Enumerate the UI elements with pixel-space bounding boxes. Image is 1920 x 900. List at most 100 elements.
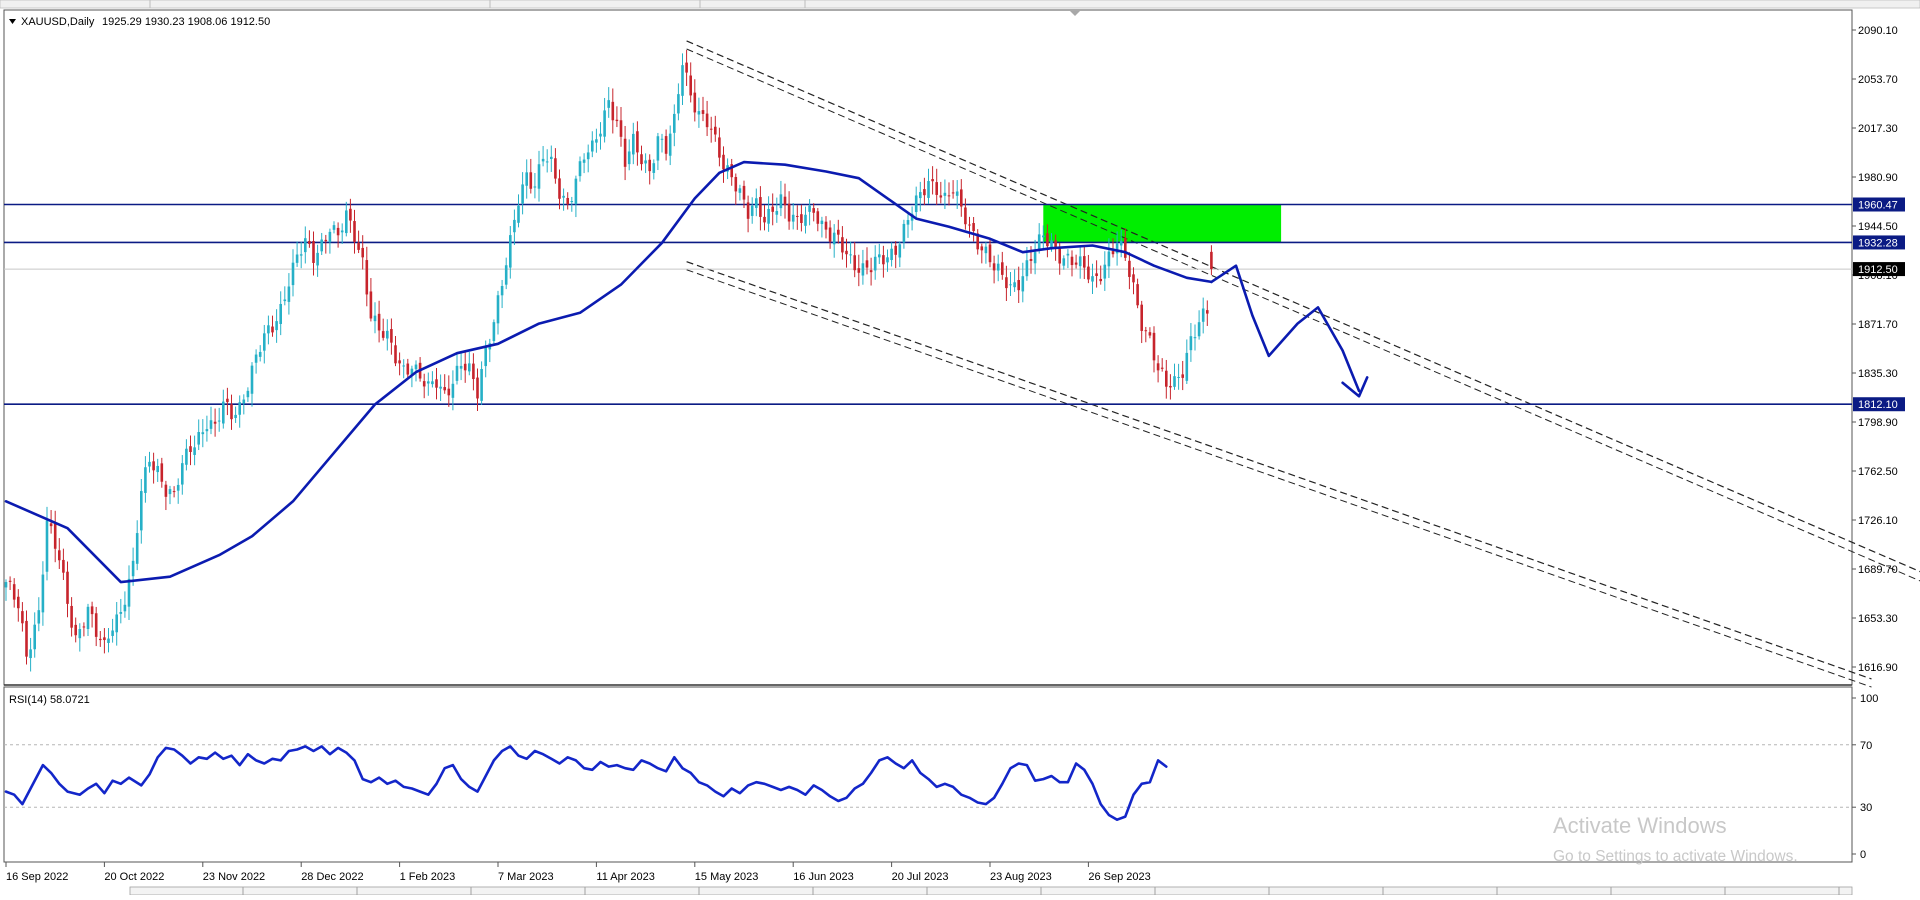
level-price-label: 1812.10 [1858, 399, 1898, 411]
candle [103, 628, 106, 654]
candle [738, 184, 742, 201]
candle [763, 204, 766, 231]
candle [1111, 238, 1115, 258]
candle-body [480, 368, 483, 401]
candle [742, 180, 746, 208]
candle-body [1160, 367, 1164, 369]
candle [1193, 324, 1197, 351]
candle-body [131, 560, 135, 577]
candle [1005, 265, 1008, 302]
candle-body [509, 235, 512, 268]
candle [791, 203, 795, 230]
candle-body [254, 354, 258, 363]
chart-shift-icon[interactable] [1070, 11, 1080, 16]
candle-body [193, 447, 196, 455]
candle [1177, 363, 1180, 390]
candle [353, 209, 356, 254]
candle-body [242, 399, 246, 404]
candle [58, 538, 61, 569]
zone-layer [1043, 204, 1282, 243]
candle [17, 589, 20, 622]
candle [656, 132, 660, 171]
candle [1037, 223, 1041, 254]
candle [336, 222, 340, 248]
chart-dropdown-icon[interactable] [9, 19, 16, 24]
candle-body [656, 136, 660, 161]
candle-body [980, 246, 984, 251]
candle-body [632, 133, 635, 155]
price-tick-label: 1616.90 [1858, 662, 1898, 674]
candle [209, 406, 213, 435]
candle [1070, 250, 1074, 277]
candle [1140, 300, 1143, 344]
candle-body [578, 161, 582, 177]
candle-body [29, 649, 32, 659]
candle-body [1017, 279, 1020, 291]
candle-body [234, 414, 237, 419]
projection-path [1210, 264, 1361, 393]
candle-body [730, 164, 733, 178]
candle-body [148, 461, 151, 467]
channel-layer [686, 40, 1920, 688]
candle [640, 145, 643, 171]
candle-body [668, 133, 672, 156]
candle-body [263, 333, 266, 351]
candle [431, 371, 434, 388]
time-tick-label: 15 May 2023 [695, 871, 759, 883]
candle [824, 216, 828, 239]
candle [562, 188, 565, 211]
candle-body [1173, 376, 1176, 387]
candle-body [1042, 235, 1045, 238]
candle [1083, 245, 1086, 280]
candle-body [689, 75, 692, 96]
candle [345, 201, 348, 237]
candle-body [890, 248, 893, 261]
channel-line [686, 269, 1872, 688]
candle [1078, 247, 1082, 279]
candle-body [49, 523, 53, 527]
candle [939, 181, 943, 204]
candle [681, 53, 684, 105]
bottom-strip-ticks [242, 887, 1840, 895]
rsi-pane-frame [3, 686, 1853, 863]
candle-body [1001, 262, 1004, 275]
candle [185, 439, 188, 471]
rsi-label: RSI(14) 58.0721 [9, 694, 90, 706]
candle-body [197, 432, 200, 445]
candle-body [492, 322, 496, 342]
candle-body [369, 291, 373, 319]
candle-body [673, 113, 676, 133]
candle-body [1087, 266, 1090, 280]
candle-body [1189, 336, 1193, 351]
time-tick-label: 26 Sep 2023 [1088, 871, 1150, 883]
candle-body [213, 421, 217, 424]
bottom-scrollbar[interactable] [129, 886, 1853, 896]
candle-body [652, 163, 656, 173]
candle-body [554, 158, 557, 179]
candle [291, 249, 295, 297]
candle-body [648, 159, 651, 172]
rsi-line [4, 745, 1168, 822]
candle-body [205, 429, 209, 432]
candle-body [611, 101, 615, 121]
candle-body [783, 196, 787, 206]
candle-body [1083, 256, 1086, 268]
candle-body [299, 254, 303, 256]
candle [1136, 278, 1139, 309]
candle-body [320, 239, 323, 252]
candle [767, 196, 770, 232]
candle-body [308, 241, 311, 244]
time-tick-label: 11 Apr 2023 [596, 871, 655, 883]
candle [1169, 374, 1172, 400]
candle [849, 241, 852, 264]
candle [517, 194, 520, 228]
candle-body [984, 246, 988, 254]
candle-body [1078, 256, 1082, 267]
symbol-label: XAUUSD,Daily [21, 16, 95, 28]
candle [172, 486, 176, 498]
candle-body [135, 533, 139, 564]
projection-layer [1210, 264, 1369, 398]
candle-body [886, 257, 889, 263]
price-tick-label: 2090.10 [1858, 25, 1898, 37]
